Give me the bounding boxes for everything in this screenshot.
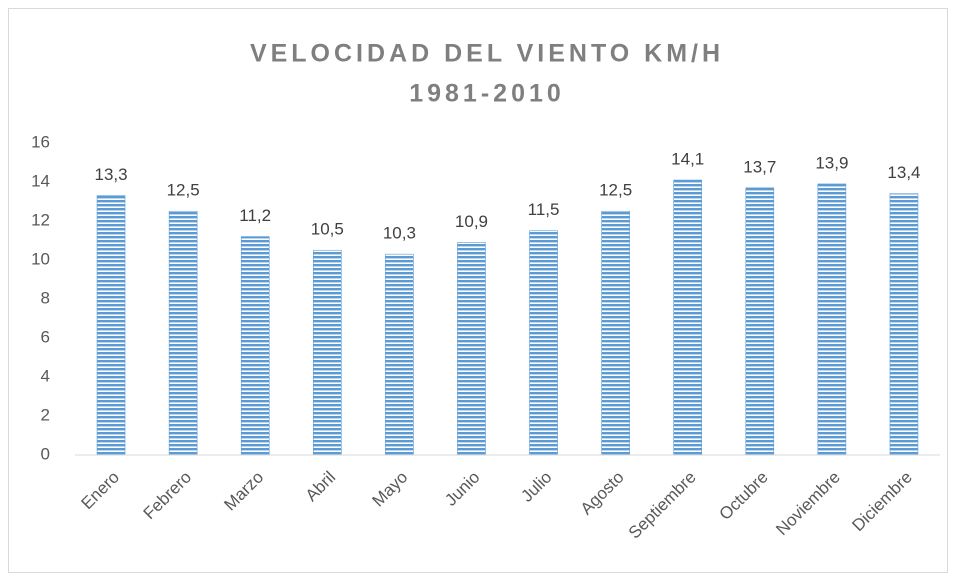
bar xyxy=(673,179,703,456)
value-label: 12,5 xyxy=(167,181,200,200)
bar xyxy=(240,236,270,456)
y-tick-label: 6 xyxy=(41,327,50,346)
value-label: 13,3 xyxy=(94,165,127,184)
value-label: 14,1 xyxy=(671,150,704,169)
bar xyxy=(601,210,630,456)
value-label: 10,5 xyxy=(311,220,344,239)
value-label: 10,3 xyxy=(383,224,416,243)
bar xyxy=(168,210,198,456)
bar xyxy=(889,193,919,456)
y-tick-label: 10 xyxy=(31,249,50,268)
y-tick-label: 4 xyxy=(41,366,50,385)
bar xyxy=(457,242,486,456)
value-label: 11,2 xyxy=(239,206,271,225)
value-label: 10,9 xyxy=(455,212,488,231)
bar xyxy=(96,195,126,456)
value-label: 11,5 xyxy=(528,200,560,219)
y-tick-label: 14 xyxy=(31,171,50,190)
y-tick-label: 2 xyxy=(41,405,50,424)
bar xyxy=(745,187,775,456)
value-label: 13,9 xyxy=(815,153,848,172)
y-tick-label: 12 xyxy=(31,210,50,229)
bar xyxy=(312,249,342,456)
y-tick-label: 8 xyxy=(41,288,50,307)
bar xyxy=(817,183,847,456)
y-tick-label: 0 xyxy=(41,444,50,463)
bar xyxy=(385,253,414,456)
chart-title: VELOCIDAD DEL VIENTO KM/H xyxy=(250,40,724,68)
chart-subtitle: 1981-2010 xyxy=(409,80,565,108)
value-label: 13,7 xyxy=(743,157,776,176)
value-label: 12,5 xyxy=(599,181,632,200)
bar xyxy=(529,230,558,456)
y-tick-label: 16 xyxy=(31,132,50,151)
value-label: 13,4 xyxy=(887,163,920,182)
